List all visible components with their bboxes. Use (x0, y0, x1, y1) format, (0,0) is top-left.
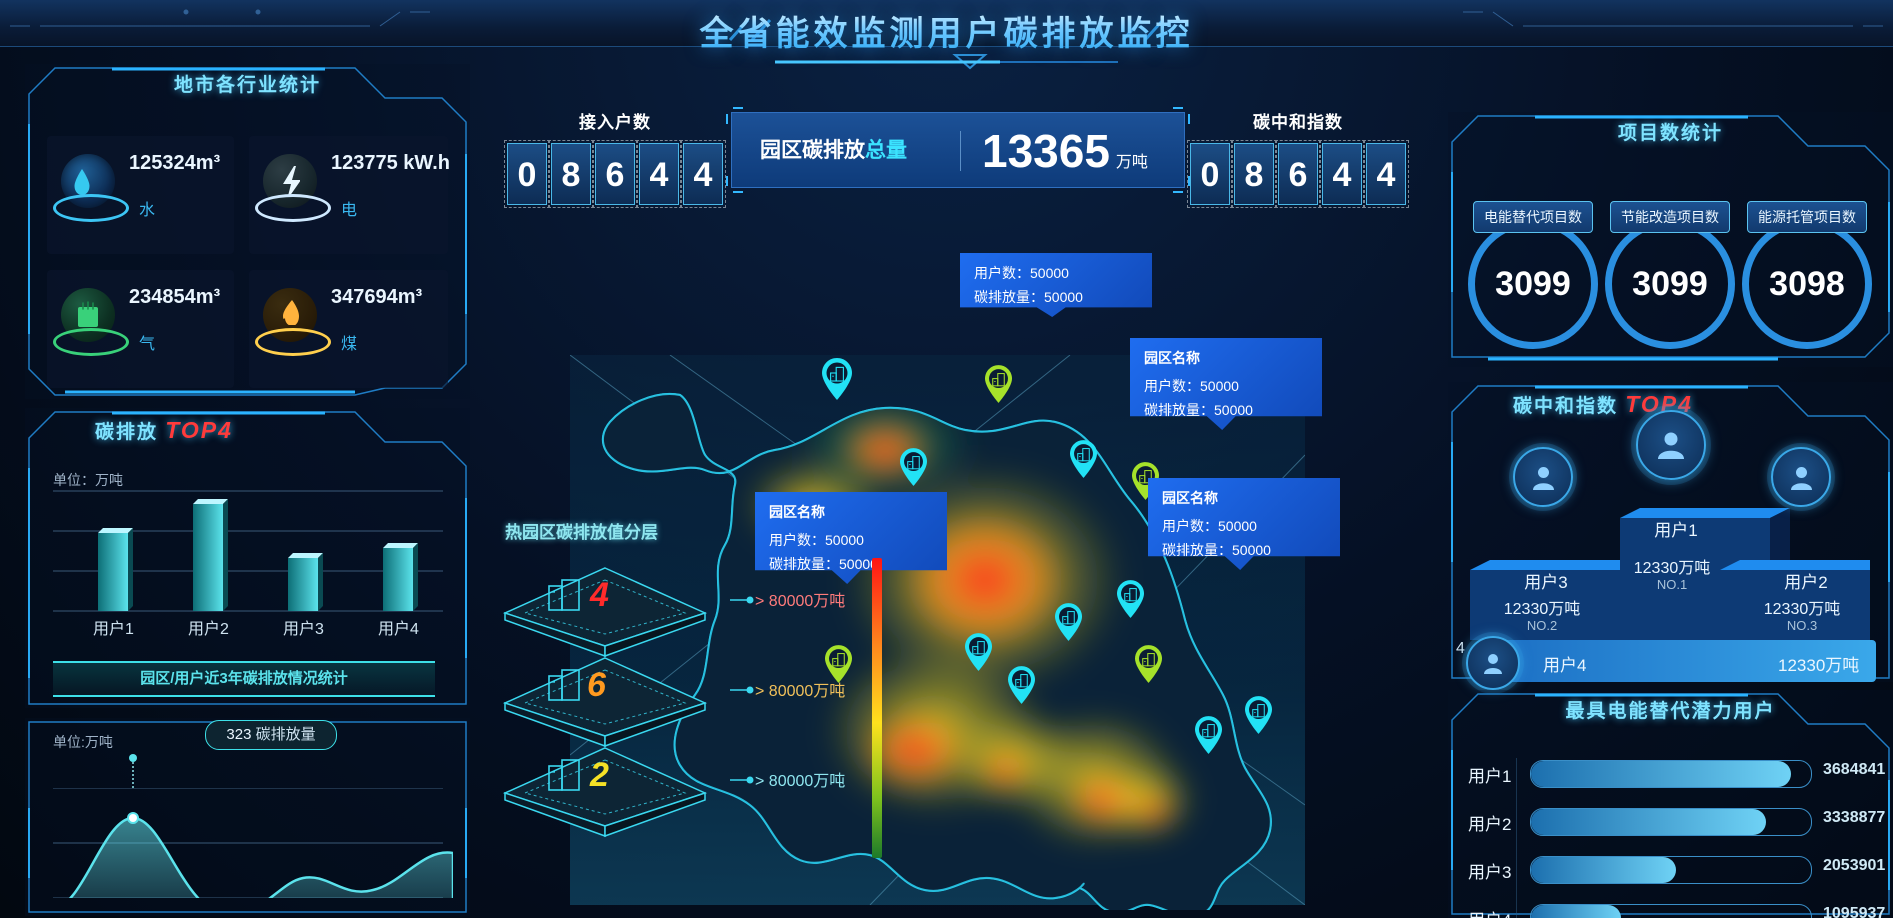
svg-text:用户1: 用户1 (93, 620, 134, 638)
svg-text:用户4: 用户4 (378, 620, 419, 638)
svg-text:用户2: 用户2 (188, 620, 229, 638)
svg-text:用户3: 用户3 (283, 620, 324, 638)
